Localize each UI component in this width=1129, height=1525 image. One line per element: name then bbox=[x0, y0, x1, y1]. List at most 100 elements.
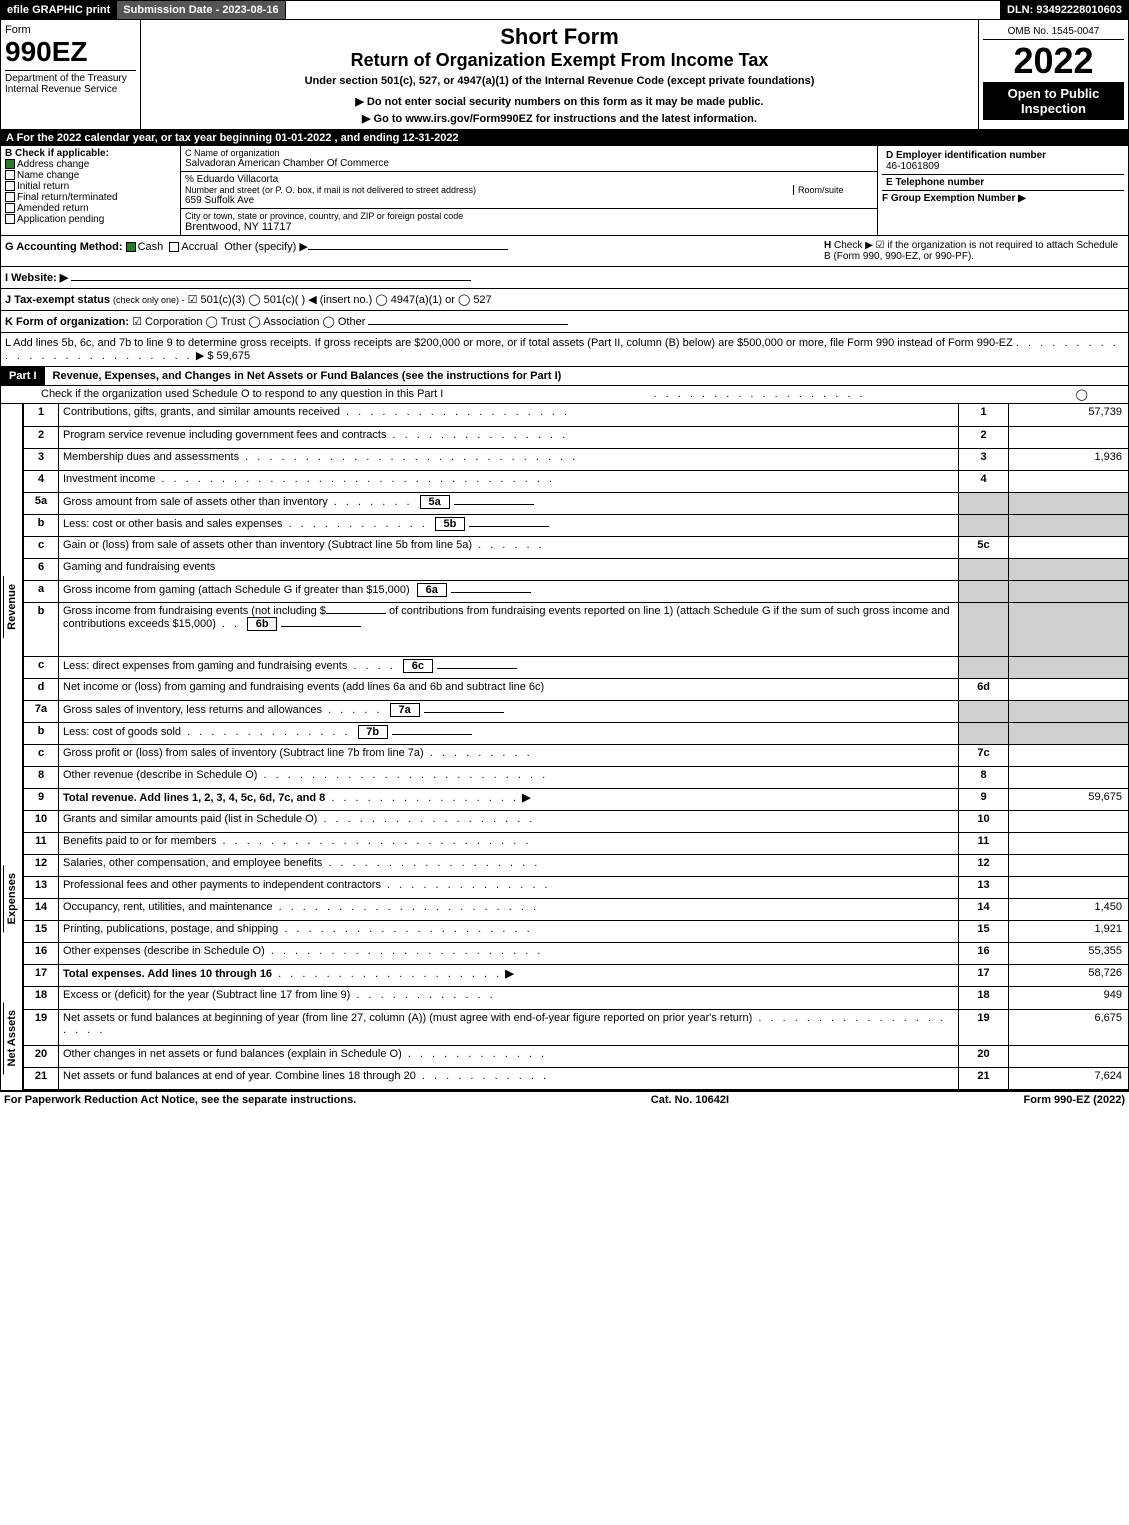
value-8 bbox=[1009, 766, 1129, 788]
line-5c: cGain or (loss) from sale of assets othe… bbox=[24, 536, 1129, 558]
value-21: 7,624 bbox=[1009, 1067, 1129, 1089]
h-text: Check ▶ ☑ if the organization is not req… bbox=[824, 240, 1118, 262]
value-19: 6,675 bbox=[1009, 1009, 1129, 1045]
expenses-vert-label: Expenses bbox=[3, 865, 20, 932]
line-14: 14Occupancy, rent, utilities, and mainte… bbox=[24, 899, 1129, 921]
dln: DLN: 93492228010603 bbox=[1001, 1, 1128, 19]
omb-number: OMB No. 1545-0047 bbox=[983, 24, 1124, 40]
main-title: Return of Organization Exempt From Incom… bbox=[145, 50, 974, 71]
k-other-input[interactable] bbox=[368, 324, 568, 325]
ssn-warning: ▶ Do not enter social security numbers o… bbox=[145, 95, 974, 108]
h-label: H bbox=[824, 240, 831, 251]
cb-accrual[interactable] bbox=[169, 242, 179, 252]
i-label: I Website: ▶ bbox=[5, 272, 68, 284]
section-bcdef: B Check if applicable: Address change Na… bbox=[0, 146, 1129, 236]
goto-link[interactable]: ▶ Go to www.irs.gov/Form990EZ for instru… bbox=[145, 112, 974, 125]
cb-name-change[interactable]: Name change bbox=[5, 170, 176, 181]
value-17: 58,726 bbox=[1009, 965, 1129, 987]
expenses-section: Expenses 10Grants and similar amounts pa… bbox=[0, 811, 1129, 988]
row-j: J Tax-exempt status (check only one) - ☑… bbox=[0, 289, 1129, 311]
input-6b[interactable] bbox=[281, 626, 361, 627]
form-word: Form bbox=[5, 24, 136, 36]
care-of: % Eduardo Villacorta bbox=[185, 174, 873, 185]
footer: For Paperwork Reduction Act Notice, see … bbox=[0, 1090, 1129, 1108]
k-options[interactable]: ☑ Corporation ◯ Trust ◯ Association ◯ Ot… bbox=[132, 316, 365, 328]
value-3: 1,936 bbox=[1009, 448, 1129, 470]
input-7b[interactable] bbox=[392, 734, 472, 735]
j-options[interactable]: ☑ 501(c)(3) ◯ 501(c)( ) ◀ (insert no.) ◯… bbox=[188, 294, 492, 306]
value-9: 59,675 bbox=[1009, 788, 1129, 810]
value-15: 1,921 bbox=[1009, 921, 1129, 943]
line-7b: bLess: cost of goods sold . . . . . . . … bbox=[24, 722, 1129, 744]
line-15: 15Printing, publications, postage, and s… bbox=[24, 921, 1129, 943]
line-11: 11Benefits paid to or for members . . . … bbox=[24, 833, 1129, 855]
line-13: 13Professional fees and other payments t… bbox=[24, 877, 1129, 899]
value-4 bbox=[1009, 470, 1129, 492]
cb-cash[interactable] bbox=[126, 242, 136, 252]
d-label: D Employer identification number bbox=[886, 150, 1120, 161]
row-l: L Add lines 5b, 6c, and 7b to line 9 to … bbox=[0, 333, 1129, 367]
k-label: K Form of organization: bbox=[5, 316, 129, 328]
line-6a: aGross income from gaming (attach Schedu… bbox=[24, 580, 1129, 602]
row-i: I Website: ▶ bbox=[0, 267, 1129, 289]
line-16: 16Other expenses (describe in Schedule O… bbox=[24, 943, 1129, 965]
l-text: L Add lines 5b, 6c, and 7b to line 9 to … bbox=[5, 337, 1013, 349]
row-gh: G Accounting Method: Cash Accrual Other … bbox=[0, 236, 1129, 267]
website-input[interactable] bbox=[71, 280, 471, 281]
cb-amended-return[interactable]: Amended return bbox=[5, 203, 176, 214]
value-20 bbox=[1009, 1045, 1129, 1067]
irs-label: Internal Revenue Service bbox=[5, 84, 136, 95]
section-a: A For the 2022 calendar year, or tax yea… bbox=[0, 130, 1129, 146]
input-6c[interactable] bbox=[437, 668, 517, 669]
line-20: 20Other changes in net assets or fund ba… bbox=[24, 1045, 1129, 1067]
f-label: F Group Exemption Number ▶ bbox=[882, 193, 1124, 204]
cb-address-change[interactable]: Address change bbox=[5, 159, 176, 170]
part1-header-row: Part I Revenue, Expenses, and Changes in… bbox=[0, 367, 1129, 386]
revenue-section: Revenue 1Contributions, gifts, grants, a… bbox=[0, 404, 1129, 811]
street-label: Number and street (or P. O. box, if mail… bbox=[185, 185, 793, 195]
value-13 bbox=[1009, 877, 1129, 899]
l-value: ▶ $ 59,675 bbox=[196, 350, 250, 362]
submission-date: Submission Date - 2023-08-16 bbox=[117, 1, 285, 19]
top-bar: efile GRAPHIC print Submission Date - 20… bbox=[0, 0, 1129, 20]
footer-left: For Paperwork Reduction Act Notice, see … bbox=[4, 1094, 356, 1106]
street-address: 659 Suffolk Ave bbox=[185, 195, 873, 206]
e-label: E Telephone number bbox=[886, 177, 1120, 188]
line-18: 18Excess or (deficit) for the year (Subt… bbox=[24, 987, 1129, 1009]
value-6d bbox=[1009, 678, 1129, 700]
input-6a[interactable] bbox=[451, 592, 531, 593]
col-def: D Employer identification number 46-1061… bbox=[878, 146, 1128, 235]
cb-initial-return[interactable]: Initial return bbox=[5, 181, 176, 192]
input-5a[interactable] bbox=[454, 504, 534, 505]
cb-final-return[interactable]: Final return/terminated bbox=[5, 192, 176, 203]
line-12: 12Salaries, other compensation, and empl… bbox=[24, 855, 1129, 877]
line-7c: cGross profit or (loss) from sales of in… bbox=[24, 744, 1129, 766]
efile-print[interactable]: efile GRAPHIC print bbox=[1, 1, 117, 19]
value-14: 1,450 bbox=[1009, 899, 1129, 921]
row-k: K Form of organization: ☑ Corporation ◯ … bbox=[0, 311, 1129, 333]
input-5b[interactable] bbox=[469, 526, 549, 527]
input-7a[interactable] bbox=[424, 712, 504, 713]
g-label: G Accounting Method: bbox=[5, 241, 123, 253]
value-10 bbox=[1009, 811, 1129, 833]
value-18: 949 bbox=[1009, 987, 1129, 1009]
value-1: 57,739 bbox=[1009, 404, 1129, 426]
value-7c bbox=[1009, 744, 1129, 766]
line-4: 4Investment income . . . . . . . . . . .… bbox=[24, 470, 1129, 492]
city-label: City or town, state or province, country… bbox=[185, 211, 873, 221]
value-11 bbox=[1009, 833, 1129, 855]
line-6: 6Gaming and fundraising events bbox=[24, 558, 1129, 580]
net-assets-section: Net Assets 18Excess or (deficit) for the… bbox=[0, 987, 1129, 1090]
part1-title: Revenue, Expenses, and Changes in Net As… bbox=[45, 370, 562, 382]
input-6b-contrib[interactable] bbox=[326, 613, 386, 614]
revenue-vert-label: Revenue bbox=[3, 576, 20, 638]
j-sub: (check only one) - bbox=[113, 295, 185, 305]
part1-check-text: Check if the organization used Schedule … bbox=[41, 388, 443, 401]
line-2: 2Program service revenue including gover… bbox=[24, 426, 1129, 448]
part1-check-box[interactable]: ◯ bbox=[1076, 388, 1088, 401]
city-state-zip: Brentwood, NY 11717 bbox=[185, 221, 873, 233]
value-16: 55,355 bbox=[1009, 943, 1129, 965]
other-specify-input[interactable] bbox=[308, 249, 508, 250]
cb-application-pending[interactable]: Application pending bbox=[5, 214, 176, 225]
form-header: Form 990EZ Department of the Treasury In… bbox=[0, 20, 1129, 130]
